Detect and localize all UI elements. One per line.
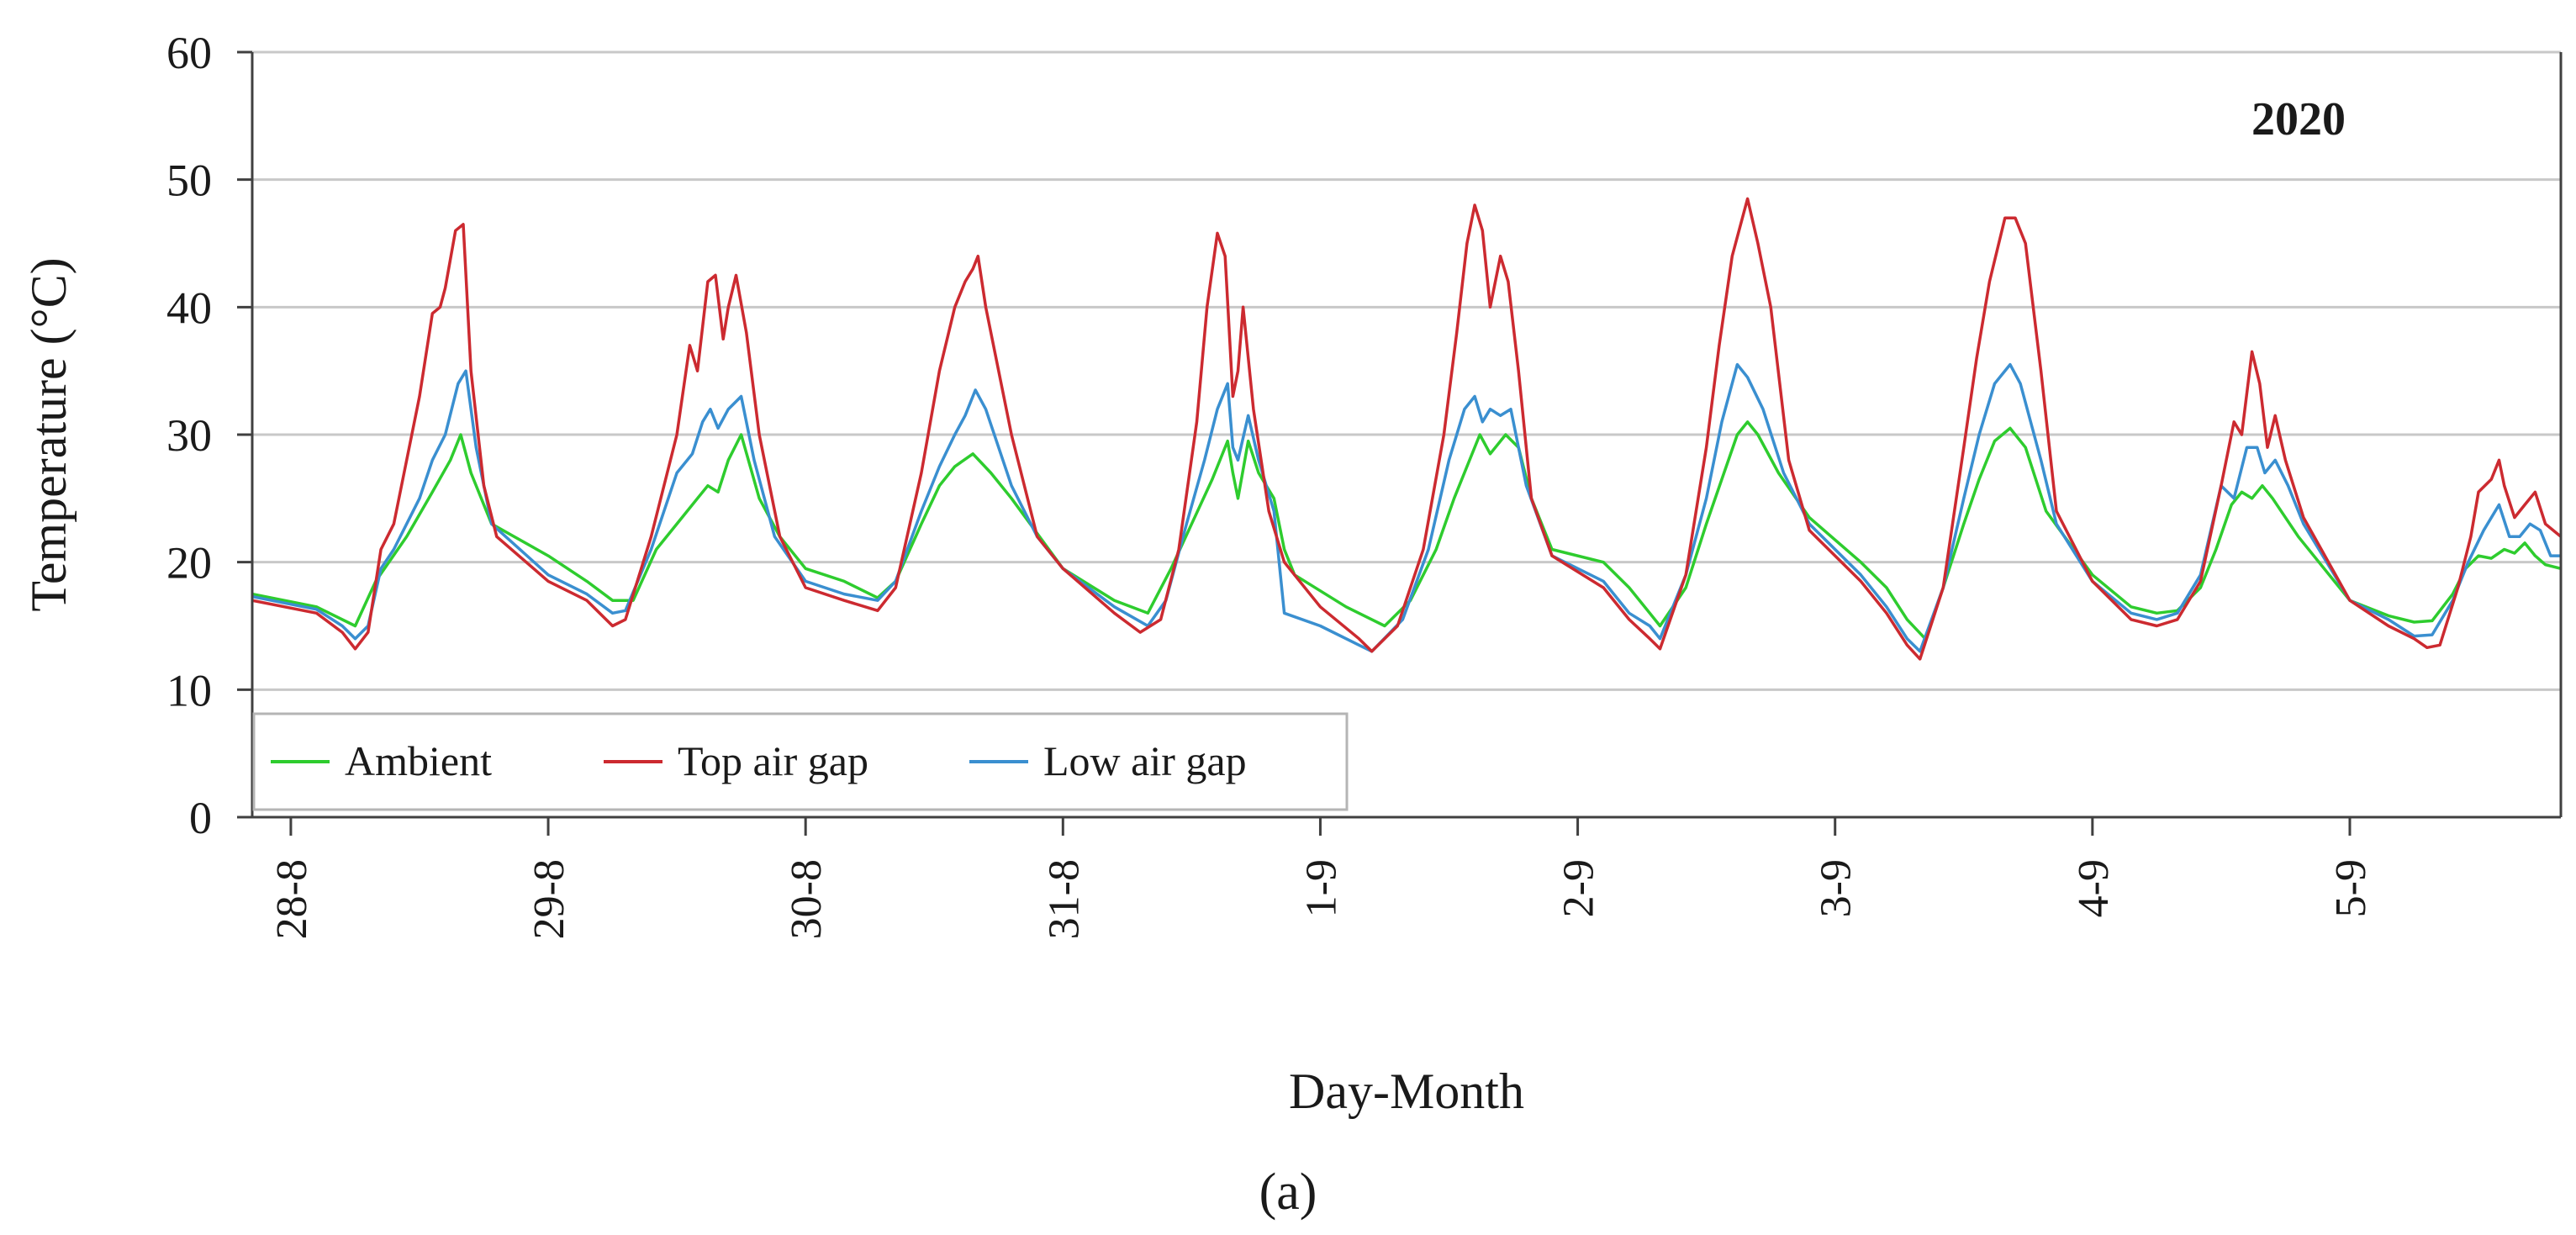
y-tick-label: 30 <box>166 410 212 461</box>
x-tick-label: 1-9 <box>1297 859 1345 917</box>
legend-label-low-air-gap: Low air gap <box>1043 737 1247 784</box>
y-tick-label: 40 <box>166 282 212 333</box>
x-tick-label: 31-8 <box>1040 859 1088 939</box>
x-tick-label: 2-9 <box>1555 859 1603 917</box>
x-tick-label: 3-9 <box>1813 859 1861 917</box>
y-tick-label: 50 <box>166 156 212 206</box>
x-tick-labels: 28-8 29-8 30-8 31-8 1-9 2-9 3-9 4-9 5-9 <box>268 817 2375 939</box>
x-tick-label: 5-9 <box>2327 859 2375 917</box>
y-axis-title: Temperature (°C) <box>21 257 77 611</box>
x-tick-label: 28-8 <box>268 859 316 939</box>
legend: Ambient Top air gap Low air gap <box>252 712 1349 811</box>
x-tick-label: 30-8 <box>783 859 831 939</box>
y-tick-labels: 0 10 20 30 40 50 60 <box>166 28 252 843</box>
series-lines <box>252 197 2561 661</box>
x-axis-title: Day-Month <box>1289 1063 1524 1119</box>
y-tick-label: 0 <box>189 793 212 843</box>
gridlines <box>252 50 2561 691</box>
legend-box <box>252 712 1349 811</box>
y-tick-label: 10 <box>166 665 212 715</box>
x-tick-label: 29-8 <box>525 859 573 939</box>
series-line-low-air-gap <box>252 362 2561 653</box>
figure-caption: (a) <box>1259 1164 1317 1221</box>
y-tick-label: 20 <box>166 538 212 588</box>
y-tick-label: 60 <box>166 28 212 78</box>
year-annotation: 2020 <box>2251 93 2346 145</box>
legend-label-top-air-gap: Top air gap <box>678 737 868 784</box>
legend-label-ambient: Ambient <box>345 737 492 784</box>
series-line-ambient <box>252 420 2561 641</box>
x-tick-label: 4-9 <box>2070 859 2118 917</box>
series-line-top-air-gap <box>252 197 2561 661</box>
